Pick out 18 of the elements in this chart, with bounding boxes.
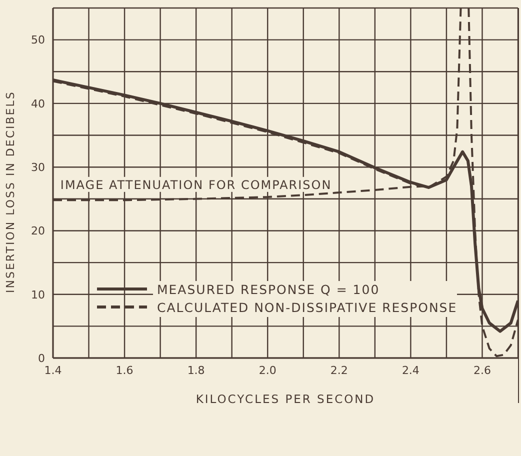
y-tick-label: 40 [31, 97, 45, 110]
legend-label: CALCULATED NON-DISSIPATIVE RESPONSE [157, 300, 458, 315]
x-tick-label: 2.2 [330, 364, 348, 377]
x-tick-label: 1.4 [44, 364, 62, 377]
y-tick-label: 50 [31, 34, 45, 47]
x-tick-label: 1.6 [116, 364, 134, 377]
x-axis-title: KILOCYCLES PER SECOND [196, 392, 376, 406]
annotation: IMAGE ATTENUATION FOR COMPARISON [60, 178, 332, 192]
x-tick-label: 2.4 [402, 364, 420, 377]
y-axis-title: INSERTION LOSS IN DECIBELS [4, 90, 17, 293]
legend-label: MEASURED RESPONSE Q = 100 [157, 282, 380, 297]
x-tick-label: 2.6 [473, 364, 491, 377]
x-tick-label: 1.8 [187, 364, 205, 377]
y-tick-label: 10 [31, 288, 45, 302]
x-tick-label: 2.0 [258, 364, 276, 377]
y-tick-label: 20 [31, 224, 45, 238]
y-tick-label: 30 [31, 160, 45, 174]
y-tick-label: 0 [38, 352, 45, 365]
